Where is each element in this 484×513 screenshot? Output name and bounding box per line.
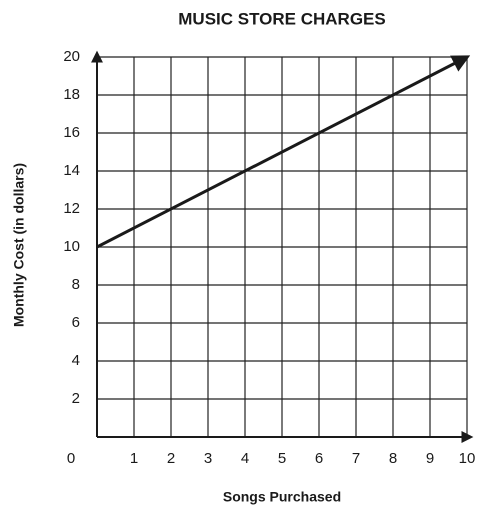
x-tick-label: 9 (426, 450, 434, 467)
y-tick-label: 14 (63, 162, 80, 179)
y-tick-label: 18 (63, 86, 80, 103)
x-tick-label: 3 (204, 450, 212, 467)
x-tick-label: 10 (459, 450, 476, 467)
x-tick-label: 8 (389, 450, 397, 467)
x-tick-label: 5 (278, 450, 286, 467)
y-tick-label: 2 (72, 390, 80, 407)
y-tick-label: 4 (72, 352, 80, 369)
x-tick-label: 2 (167, 450, 175, 467)
y-tick-label: 10 (63, 238, 80, 255)
y-tick-label: 6 (72, 314, 80, 331)
y-tick-label: 20 (63, 48, 80, 65)
y-tick-label: 16 (63, 124, 80, 141)
x-tick-label: 1 (130, 450, 138, 467)
x-tick-label: 4 (241, 450, 249, 467)
y-axis-title: Monthly Cost (in dollars) (11, 163, 27, 327)
chart-title: MUSIC STORE CHARGES (178, 9, 386, 28)
x-tick-label: 0 (67, 450, 75, 467)
x-axis-title: Songs Purchased (223, 489, 341, 505)
x-tick-label: 6 (315, 450, 323, 467)
y-tick-label: 8 (72, 276, 80, 293)
y-tick-label: 12 (63, 200, 80, 217)
x-tick-label: 7 (352, 450, 360, 467)
data-line (96, 55, 471, 249)
